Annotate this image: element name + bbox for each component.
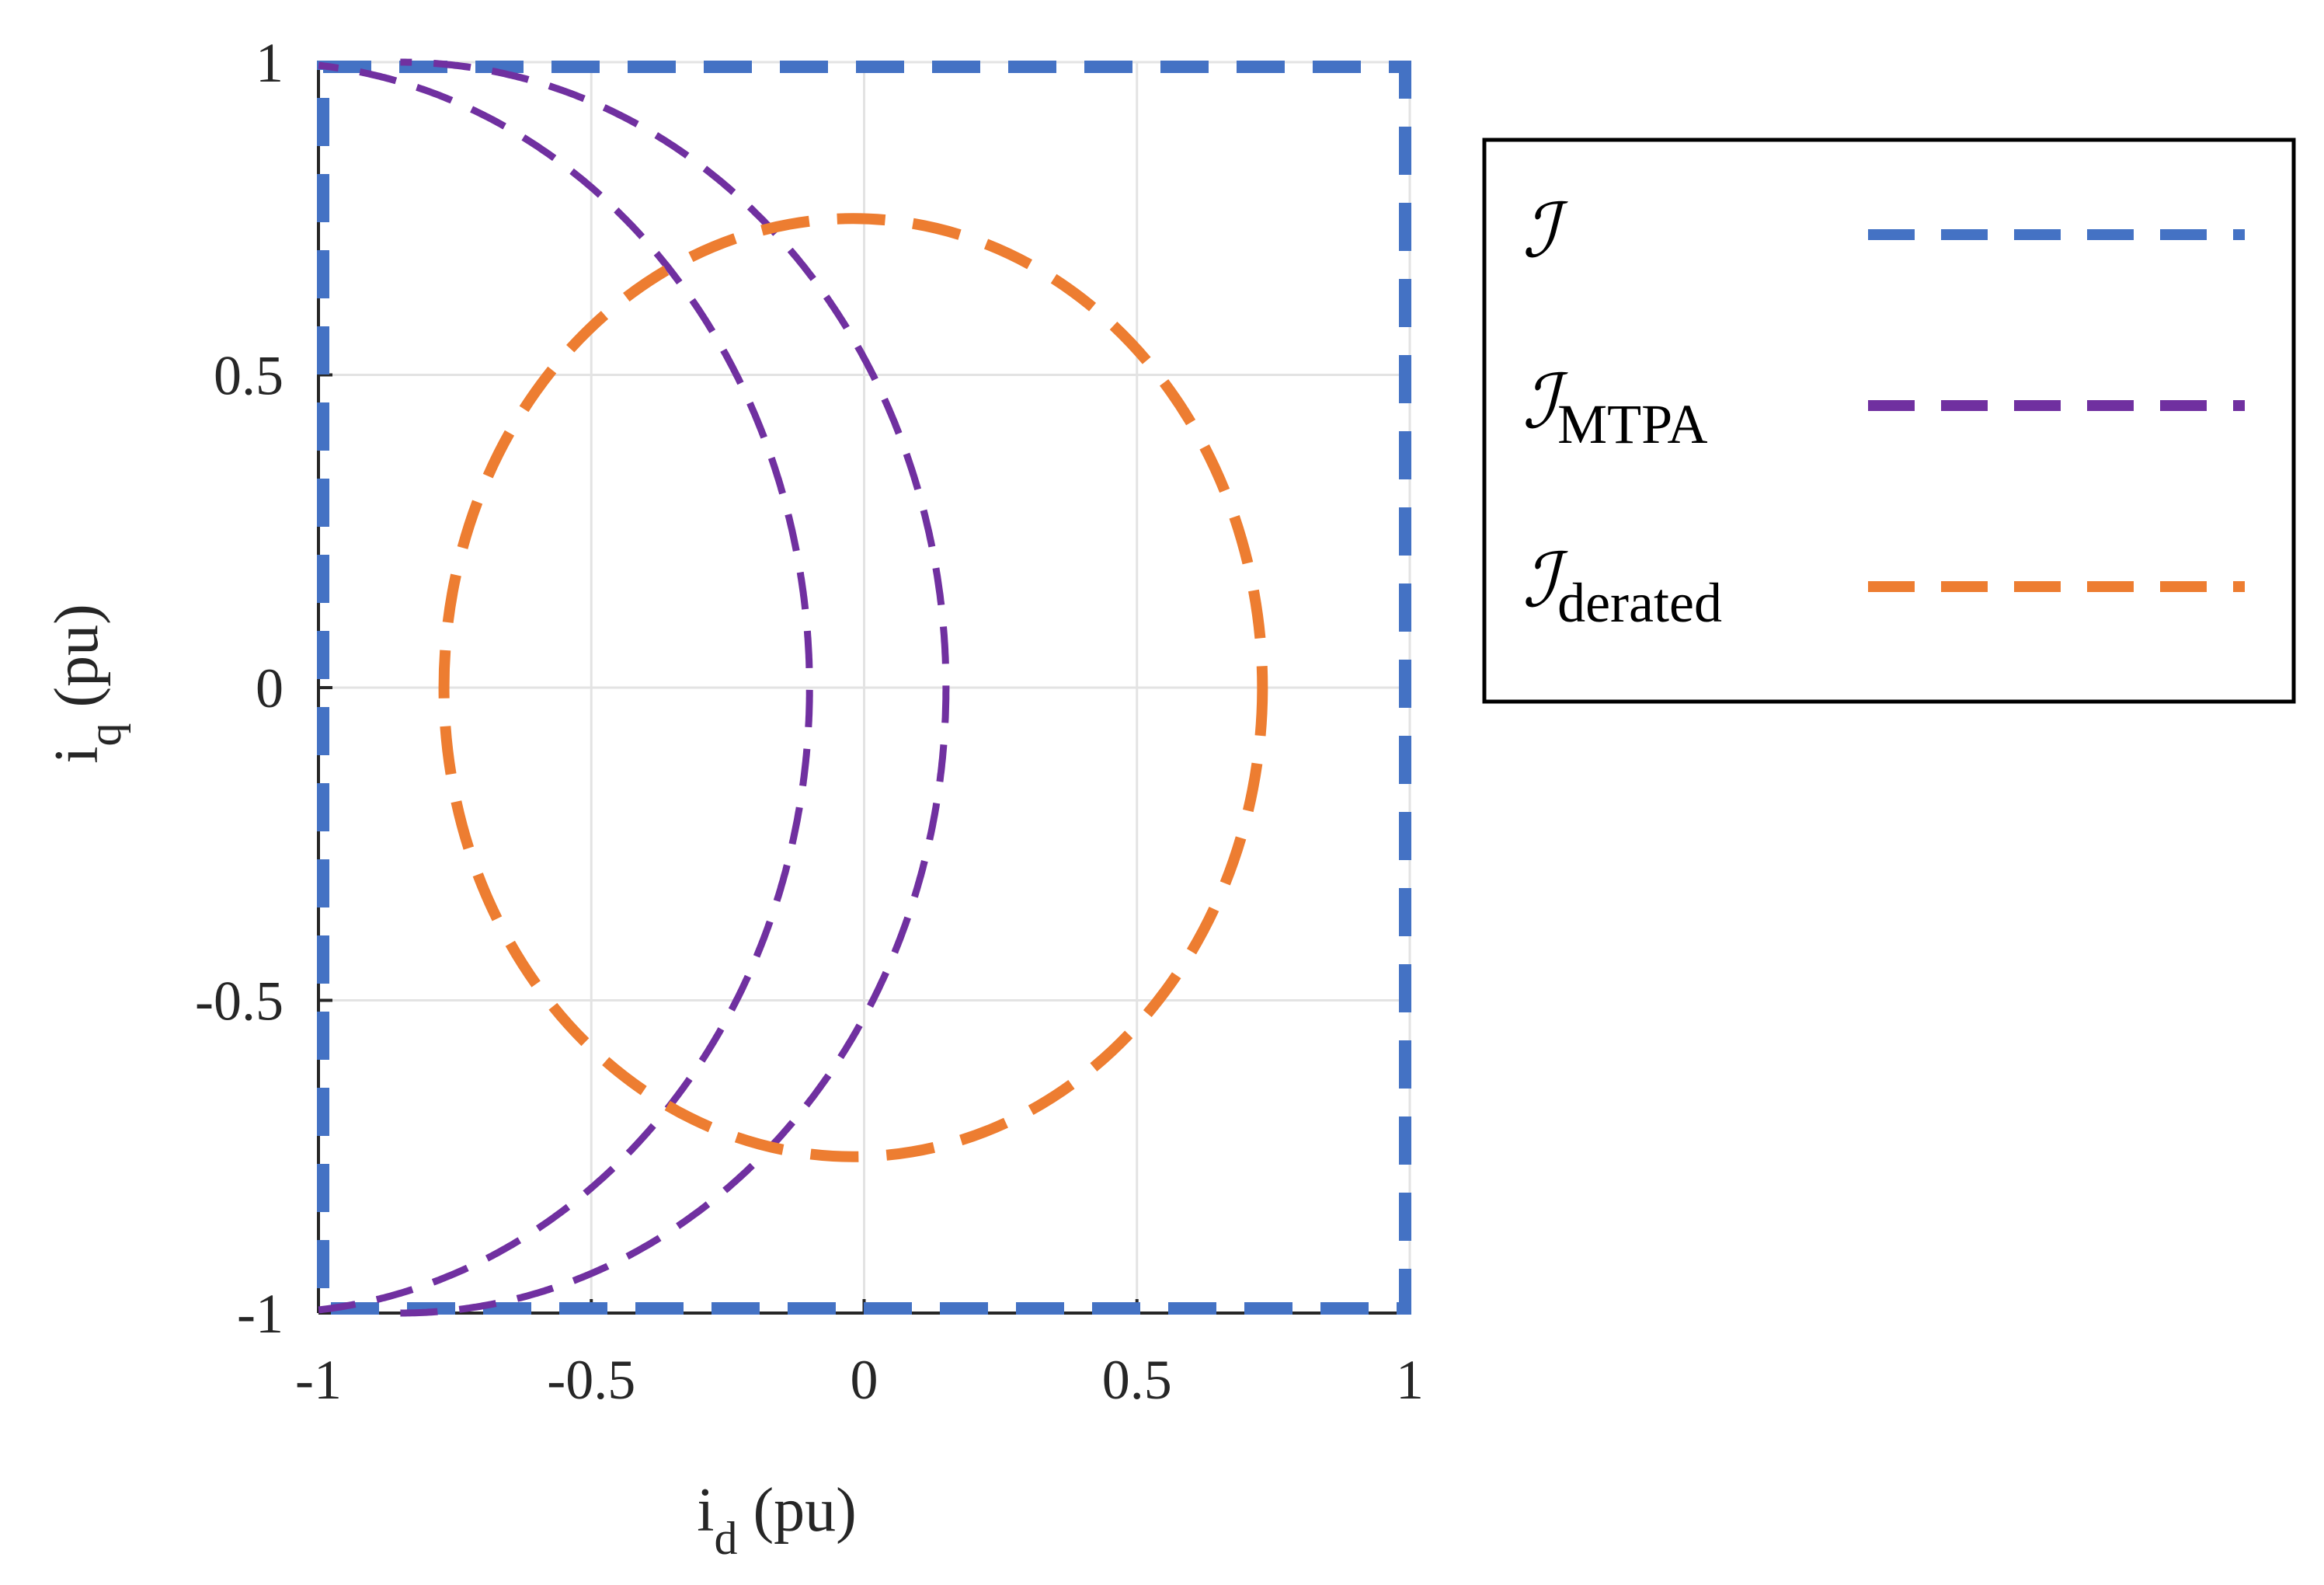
x-axis-label-unit: (pu) [737,1476,856,1545]
legend-entry-mtpa: ℐMTPA [1522,361,2245,455]
y-tick-label: 1 [256,32,284,94]
y-axis-label-unit: (pu) [43,604,111,723]
y-axis-ticks: -1 -0.5 0 0.5 1 [195,32,332,1345]
x-axis-label-main: i [697,1476,714,1545]
series-mtpa-arc [400,58,950,1317]
series-mtpa-arc [318,61,813,1314]
plot-series [317,58,1411,1317]
series-derated-circle [438,213,1268,1162]
y-axis-label-sub: q [79,723,130,747]
svg-text:ℐderated: ℐderated [1522,539,1722,634]
x-tick-label: 0.5 [1102,1349,1172,1411]
legend-subscript: MTPA [1557,393,1707,455]
x-tick-label: 0 [851,1349,878,1411]
svg-text:ℐMTPA: ℐMTPA [1522,361,1708,455]
legend: ℐ ℐMTPA ℐderated [1482,138,2296,704]
x-tick-label: 1 [1396,1349,1424,1411]
grid-lines [317,61,1411,1315]
series-box-bound [317,61,1411,1315]
x-axis-label-sub: d [714,1513,737,1564]
legend-subscript: derated [1557,572,1722,634]
x-tick-label: -1 [295,1349,342,1411]
y-axis-label-main: i [43,747,111,764]
y-tick-label: 0 [256,657,284,719]
y-axis-label: iq (pu) [43,604,130,764]
y-tick-label: -0.5 [195,970,284,1033]
x-axis-ticks: -1 -0.5 0 0.5 1 [295,1299,1424,1411]
x-axis-label: id (pu) [697,1476,857,1564]
legend-entry-derated: ℐderated [1522,539,2245,634]
y-tick-label: -1 [237,1283,284,1345]
x-tick-label: -0.5 [547,1349,635,1411]
y-tick-label: 0.5 [214,345,284,407]
